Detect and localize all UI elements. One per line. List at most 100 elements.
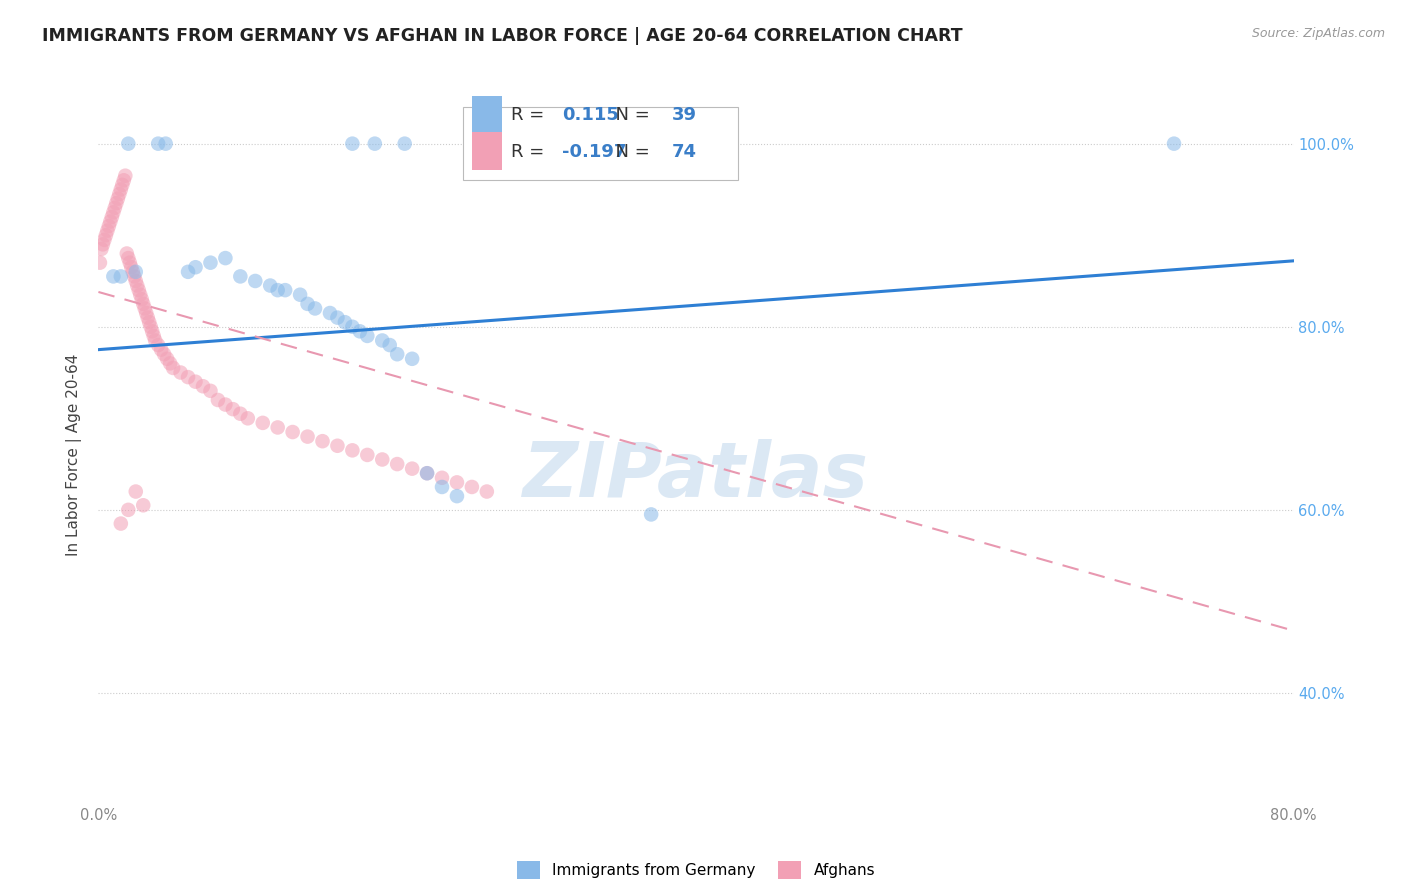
Point — [117, 136, 139, 151]
Point — [118, 255, 141, 269]
Point — [297, 429, 319, 443]
Point — [236, 411, 259, 425]
Point — [135, 306, 157, 320]
Point — [342, 319, 364, 334]
Point — [416, 467, 439, 481]
Point — [143, 334, 166, 348]
Point — [129, 287, 152, 301]
Point — [252, 416, 274, 430]
Point — [156, 351, 179, 366]
Legend: Immigrants from Germany, Afghans: Immigrants from Germany, Afghans — [510, 855, 882, 886]
Point — [93, 233, 115, 247]
Point — [229, 269, 252, 284]
Point — [96, 224, 118, 238]
Point — [401, 461, 423, 475]
Point — [200, 384, 222, 398]
Point — [364, 136, 387, 151]
Point — [125, 274, 148, 288]
Point — [446, 475, 468, 490]
Point — [274, 283, 297, 297]
Point — [125, 484, 148, 499]
Point — [121, 265, 143, 279]
Point — [101, 210, 124, 224]
Point — [162, 361, 184, 376]
Point — [110, 182, 132, 196]
Point — [214, 398, 236, 412]
Point — [97, 219, 120, 233]
Point — [132, 297, 155, 311]
Point — [110, 269, 132, 284]
Point — [259, 278, 281, 293]
Point — [148, 136, 170, 151]
Point — [132, 498, 155, 512]
Point — [141, 324, 163, 338]
Point — [333, 315, 356, 329]
Point — [655, 136, 678, 151]
Point — [475, 484, 498, 499]
Text: Source: ZipAtlas.com: Source: ZipAtlas.com — [1251, 27, 1385, 40]
Point — [124, 269, 146, 284]
Point — [267, 283, 290, 297]
Point — [356, 329, 378, 343]
Point — [513, 136, 536, 151]
Point — [103, 269, 125, 284]
Point — [115, 246, 138, 260]
Point — [222, 402, 245, 417]
Point — [342, 136, 364, 151]
Text: N =: N = — [605, 143, 655, 161]
Point — [401, 351, 423, 366]
Point — [125, 265, 148, 279]
Point — [138, 315, 160, 329]
Text: N =: N = — [605, 106, 655, 124]
Point — [169, 366, 191, 380]
Point — [90, 242, 112, 256]
Point — [371, 452, 394, 467]
Point — [103, 205, 125, 219]
Text: R =: R = — [510, 106, 550, 124]
Point — [150, 343, 173, 357]
FancyBboxPatch shape — [472, 95, 502, 134]
Point — [304, 301, 326, 316]
Point — [136, 310, 159, 325]
Point — [385, 347, 409, 361]
Text: 0.115: 0.115 — [562, 106, 619, 124]
Text: ZIPatlas: ZIPatlas — [523, 439, 869, 513]
Point — [267, 420, 290, 434]
Point — [200, 255, 222, 269]
Point — [461, 480, 484, 494]
Point — [159, 356, 181, 370]
Point — [148, 338, 170, 352]
Point — [311, 434, 333, 449]
Text: -0.197: -0.197 — [562, 143, 627, 161]
Point — [153, 347, 176, 361]
Point — [430, 480, 453, 494]
Point — [297, 297, 319, 311]
Point — [110, 516, 132, 531]
Point — [581, 136, 603, 151]
Point — [142, 329, 165, 343]
Point — [128, 283, 150, 297]
Point — [117, 503, 139, 517]
Point — [207, 392, 229, 407]
Point — [114, 169, 136, 183]
Point — [446, 489, 468, 503]
Point — [105, 196, 128, 211]
Point — [104, 201, 127, 215]
Point — [107, 192, 129, 206]
Point — [100, 214, 122, 228]
Point — [349, 324, 371, 338]
Point — [326, 310, 349, 325]
Point — [127, 278, 149, 293]
Point — [155, 136, 177, 151]
Point — [89, 255, 111, 269]
Point — [385, 457, 409, 471]
Point — [112, 173, 135, 187]
Point — [640, 508, 662, 522]
Point — [430, 471, 453, 485]
Text: R =: R = — [510, 143, 550, 161]
Point — [131, 293, 153, 307]
Point — [139, 319, 162, 334]
Point — [177, 265, 200, 279]
Point — [281, 425, 304, 439]
Point — [117, 251, 139, 265]
